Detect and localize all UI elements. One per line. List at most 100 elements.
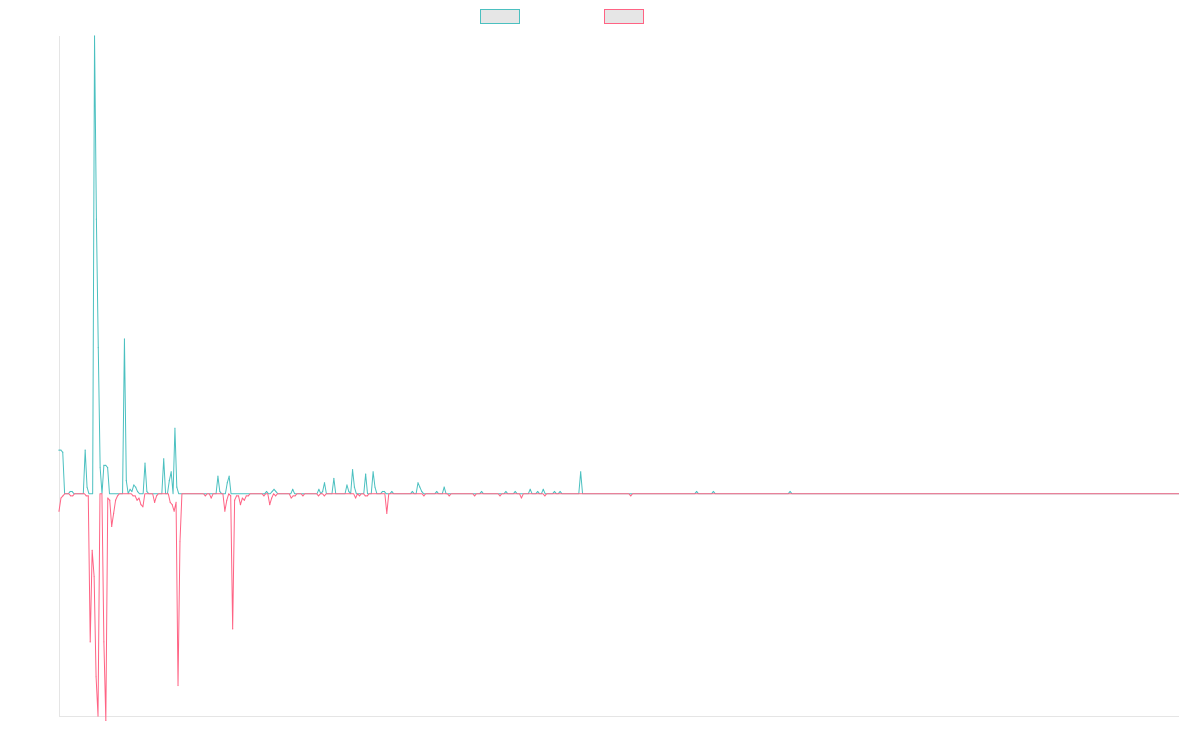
data-point-series-1 xyxy=(480,490,483,493)
data-point-series-2 xyxy=(544,495,546,497)
data-point-series-2 xyxy=(177,684,179,687)
data-point-series-2 xyxy=(132,495,134,497)
data-point-series-2 xyxy=(474,495,476,497)
legend-swatch-series-2 xyxy=(604,9,644,24)
data-point-series-2 xyxy=(364,495,366,497)
data-point-series-1 xyxy=(381,490,384,493)
data-point-series-1 xyxy=(365,473,367,475)
data-point-series-1 xyxy=(383,490,385,493)
data-point-series-1 xyxy=(93,35,96,37)
data-point-series-2 xyxy=(630,495,632,497)
data-point-series-1 xyxy=(353,486,356,488)
data-point-series-1 xyxy=(348,490,350,493)
data-point-series-2 xyxy=(93,575,95,578)
data-point-series-2 xyxy=(520,497,523,499)
data-point-series-2 xyxy=(245,495,247,497)
data-point-series-2 xyxy=(235,495,238,497)
data-point-series-1 xyxy=(107,466,109,469)
data-point-series-2 xyxy=(89,641,91,643)
data-point-series-2 xyxy=(114,499,117,501)
data-point-series-1 xyxy=(318,488,320,490)
data-point-series-2 xyxy=(354,497,357,499)
data-point-series-1 xyxy=(421,490,423,493)
data-point-series-1 xyxy=(374,486,376,488)
data-point-series-2 xyxy=(302,495,304,497)
data-point-series-2 xyxy=(323,495,325,497)
data-point-series-2 xyxy=(224,510,226,512)
data-point-series-2 xyxy=(237,495,240,497)
data-point-series-1 xyxy=(58,449,60,451)
data-point-series-1 xyxy=(292,488,294,490)
data-point-series-1 xyxy=(443,486,445,488)
data-point-series-1 xyxy=(505,490,507,493)
data-point-series-1 xyxy=(391,490,393,493)
data-point-series-2 xyxy=(366,495,368,497)
data-point-series-1 xyxy=(133,484,135,486)
data-point-series-2 xyxy=(317,495,320,497)
data-point-series-2 xyxy=(97,715,99,717)
data-point-series-2 xyxy=(138,497,140,499)
data-point-series-2 xyxy=(210,497,212,499)
data-point-series-1 xyxy=(436,490,438,493)
legend-item-series-2[interactable] xyxy=(604,9,650,24)
data-point-series-2 xyxy=(234,499,236,501)
data-point-series-1 xyxy=(123,338,126,340)
data-point-series-1 xyxy=(696,490,698,493)
series-line-2 xyxy=(58,493,1179,721)
data-point-series-2 xyxy=(116,495,119,497)
data-point-series-1 xyxy=(537,490,539,493)
data-point-series-1 xyxy=(129,488,131,490)
data-point-series-2 xyxy=(269,503,271,506)
data-point-series-1 xyxy=(95,218,97,220)
data-point-series-1 xyxy=(97,347,99,349)
data-point-series-1 xyxy=(62,451,64,453)
data-point-series-1 xyxy=(273,488,275,490)
data-point-series-2 xyxy=(62,495,64,497)
data-point-series-1 xyxy=(417,482,419,484)
data-point-series-2 xyxy=(103,641,105,643)
legend-item-series-1[interactable] xyxy=(480,9,526,24)
data-point-series-1 xyxy=(125,480,127,482)
data-point-series-1 xyxy=(559,490,561,493)
data-point-series-1 xyxy=(136,490,139,493)
data-point-series-1 xyxy=(71,490,73,493)
data-point-series-1 xyxy=(789,490,791,493)
data-point-series-1 xyxy=(346,484,348,486)
data-point-series-1 xyxy=(105,464,107,466)
data-point-series-2 xyxy=(142,506,144,508)
data-point-series-2 xyxy=(91,549,93,551)
data-point-series-1 xyxy=(176,486,178,488)
data-point-series-1 xyxy=(170,471,172,473)
data-point-series-1 xyxy=(217,475,219,477)
data-point-series-2 xyxy=(386,512,388,514)
data-point-series-1 xyxy=(146,490,148,493)
data-point-series-2 xyxy=(290,497,292,499)
series-line-1 xyxy=(59,35,1179,495)
data-point-series-1 xyxy=(168,480,170,482)
data-point-series-1 xyxy=(323,482,326,484)
data-point-series-2 xyxy=(155,495,158,497)
data-point-series-2 xyxy=(113,512,115,514)
data-point-series-2 xyxy=(111,525,113,527)
data-point-series-1 xyxy=(514,490,516,493)
data-point-series-2 xyxy=(226,499,228,501)
data-point-series-1 xyxy=(265,490,268,493)
data-point-series-1 xyxy=(99,466,101,469)
data-point-series-1 xyxy=(542,488,544,490)
data-point-series-2 xyxy=(294,495,296,497)
data-point-series-1 xyxy=(69,490,71,493)
data-point-series-2 xyxy=(292,495,294,497)
data-point-series-2 xyxy=(173,510,175,512)
data-point-series-2 xyxy=(175,501,177,504)
chart-legend xyxy=(0,9,1200,27)
series-layer xyxy=(58,35,1179,721)
data-point-series-1 xyxy=(60,449,62,451)
data-point-series-2 xyxy=(499,495,501,497)
data-point-series-2 xyxy=(109,499,111,501)
data-point-series-1 xyxy=(103,464,105,466)
data-point-series-2 xyxy=(105,719,107,721)
data-point-series-2 xyxy=(230,495,232,497)
data-point-series-1 xyxy=(580,471,582,473)
data-point-series-1 xyxy=(163,458,165,460)
